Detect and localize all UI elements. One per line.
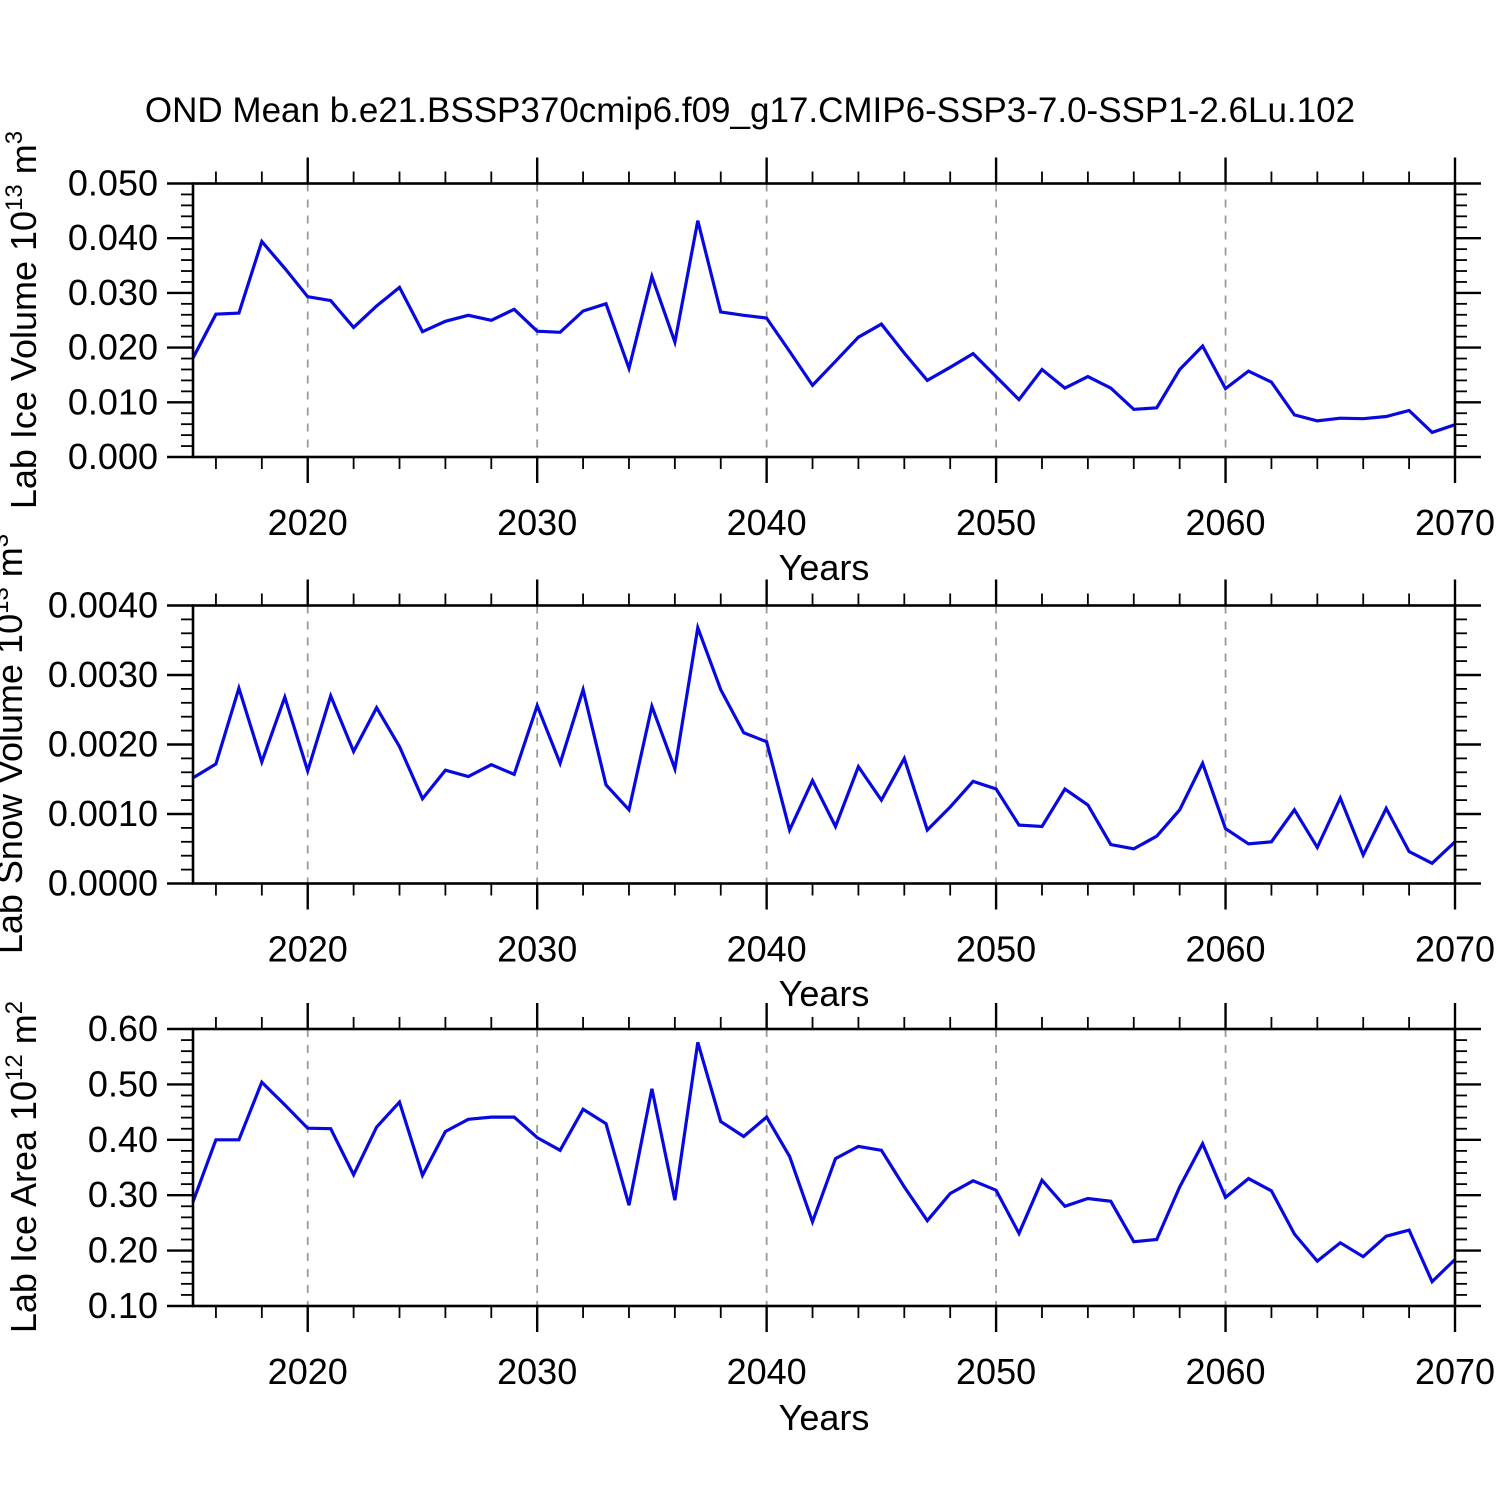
x-tick-label: 2060	[1185, 1351, 1265, 1392]
x-tick-label: 2030	[497, 502, 577, 543]
x-tick-label: 2050	[956, 929, 1036, 970]
plot-frame	[191, 182, 1457, 459]
y-tick-label: 0.0030	[48, 654, 158, 695]
snow-volume-panel: 0.0000 0.0010 0.0020 0.0030 0.0040 2020 2030 20…	[0, 534, 1495, 1014]
ice-area-x-axis-title: Years	[779, 1397, 870, 1438]
x-tick-label: 2040	[727, 1351, 807, 1392]
x-tick-label: 2020	[268, 1351, 348, 1392]
figure-title: OND Mean b.e21.BSSP370cmip6.f09_g17.CMIP…	[145, 91, 1355, 130]
x-tick-label: 2050	[956, 1351, 1036, 1392]
y-tick-label: 0.60	[88, 1008, 158, 1049]
snow-volume-y-axis-title: Lab Snow Volume 1013 m3	[0, 534, 30, 954]
x-tick-label: 2070	[1415, 929, 1495, 970]
y-tick-label: 0.10	[88, 1285, 158, 1326]
y-tick-label: 0.020	[68, 327, 158, 368]
x-tick-label: 2050	[956, 502, 1036, 543]
y-tick-label: 0.30	[88, 1174, 158, 1215]
ice-area-line	[191, 1041, 1457, 1285]
y-tick-label: 0.0040	[48, 585, 158, 626]
ice-volume-line	[191, 220, 1456, 435]
y-tick-label: 0.20	[88, 1230, 158, 1271]
y-tick-label: 0.0010	[48, 793, 158, 834]
y-tick-label: 0.000	[68, 436, 158, 477]
y-tick-label: 0.010	[68, 381, 158, 422]
x-tick-label: 2060	[1185, 502, 1265, 543]
y-tick-label: 0.0000	[48, 863, 158, 904]
x-tick-label: 2040	[727, 929, 807, 970]
x-tick-label: 2030	[497, 929, 577, 970]
snow-volume-line	[192, 621, 1457, 866]
y-tick-label: 0.40	[88, 1119, 158, 1160]
x-tick-label: 2070	[1415, 1351, 1495, 1392]
x-tick-label: 2060	[1185, 929, 1265, 970]
plot-frame	[191, 604, 1457, 885]
plot-frame	[191, 1027, 1457, 1308]
ice-volume-x-axis-title: Years	[779, 547, 870, 588]
y-tick-label: 0.050	[68, 163, 158, 204]
x-tick-label: 2030	[497, 1351, 577, 1392]
x-tick-label: 2040	[727, 502, 807, 543]
x-tick-label: 2020	[268, 502, 348, 543]
x-tick-label: 2020	[268, 929, 348, 970]
ice-area-panel: 0.10 0.20 0.30 0.40 0.50 0.60 2020 2030 2040 2050…	[1, 1001, 1495, 1438]
y-tick-label: 0.0020	[48, 724, 158, 765]
ice-volume-y-axis-title: Lab Ice Volume 1013 m3	[1, 131, 44, 509]
x-tick-label: 2070	[1415, 502, 1495, 543]
ice-area-y-axis-title: Lab Ice Area 1012 m2	[1, 1001, 44, 1333]
snow-volume-x-axis-title: Years	[779, 973, 870, 1014]
ice-volume-panel: 0.000 0.010 0.020 0.030 0.040 0.050 2020 2030 20…	[1, 131, 1495, 588]
y-tick-label: 0.030	[68, 272, 158, 313]
y-tick-label: 0.040	[68, 217, 158, 258]
y-tick-label: 0.50	[88, 1063, 158, 1104]
